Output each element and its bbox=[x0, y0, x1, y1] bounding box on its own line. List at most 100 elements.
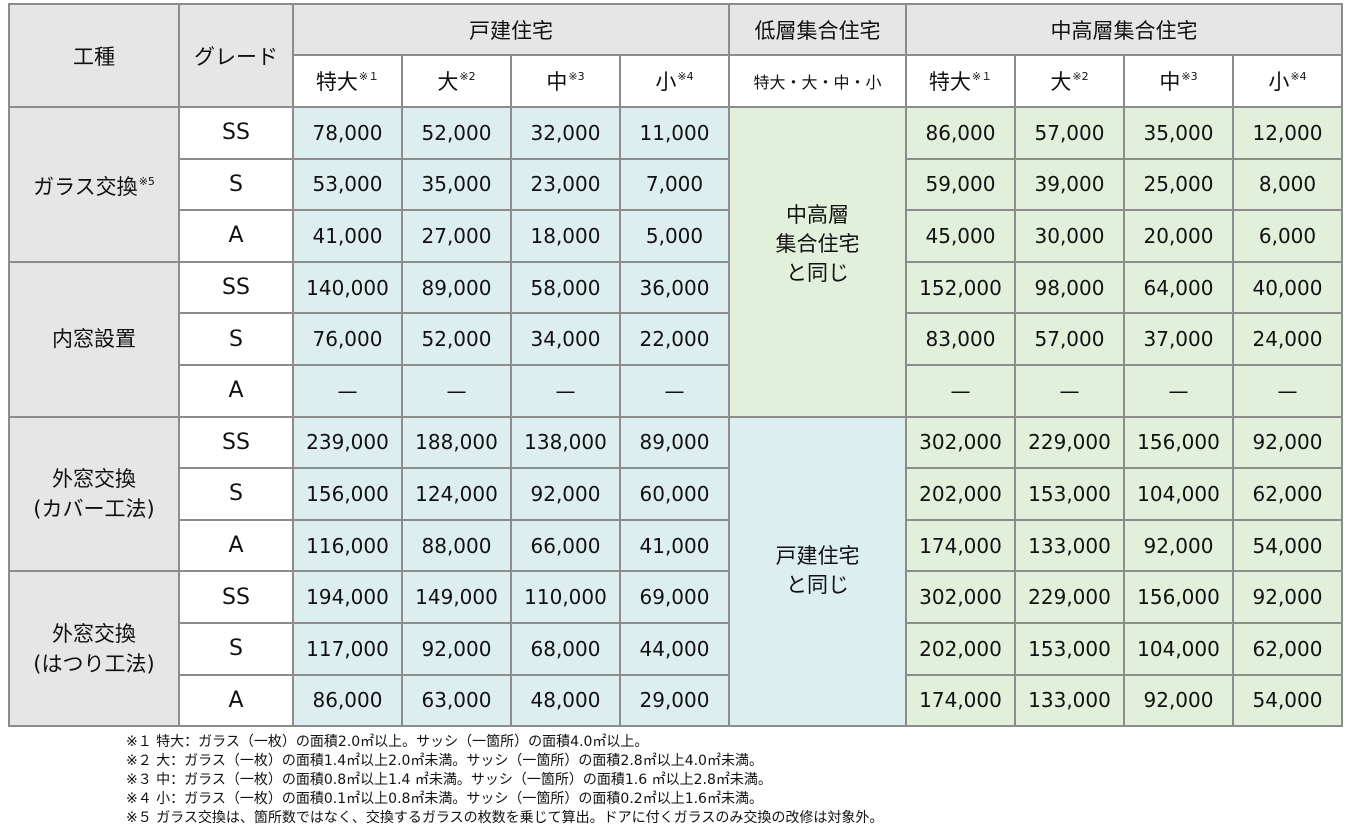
low-rise-same-as-detached: 戸建住宅 と同じ bbox=[728, 415, 907, 728]
detached-price-cell: 22,000 bbox=[619, 312, 730, 366]
mid-high-price-cell: 104,000 bbox=[1123, 621, 1234, 676]
table-row: S 156,000 124,000 92,000 60,000 202,000 … bbox=[9, 467, 1343, 521]
grade-cell: S bbox=[178, 467, 294, 521]
low-rise-same-as-mid-high: 中高層 集合住宅 と同じ bbox=[728, 106, 907, 418]
mid-high-price-cell: 152,000 bbox=[905, 260, 1016, 315]
detached-price-cell: 86,000 bbox=[292, 673, 403, 728]
table-row: S 76,000 52,000 34,000 22,000 83,000 57,… bbox=[9, 312, 1343, 366]
detached-price-cell: 41,000 bbox=[619, 518, 730, 573]
detached-price-cell: 124,000 bbox=[401, 467, 512, 521]
grade-cell: SS bbox=[178, 415, 294, 470]
grade-cell: S bbox=[178, 157, 294, 212]
detached-price-cell: 52,000 bbox=[401, 312, 512, 366]
mid-high-price-cell: 92,000 bbox=[1123, 673, 1234, 728]
price-table-container: 工種 グレード 戸建住宅 低層集合住宅 中高層集合住宅 特大※１ 大※2 中※3… bbox=[8, 3, 1343, 828]
mid-high-price-cell: 202,000 bbox=[905, 467, 1016, 521]
mid-high-price-cell: 20,000 bbox=[1123, 209, 1234, 263]
mid-high-price-cell: — bbox=[905, 363, 1016, 418]
mid-high-price-cell: 30,000 bbox=[1014, 209, 1125, 263]
detached-price-cell: 116,000 bbox=[292, 518, 403, 573]
detached-price-cell: 7,000 bbox=[619, 157, 730, 212]
subsidy-price-table: 工種 グレード 戸建住宅 低層集合住宅 中高層集合住宅 特大※１ 大※2 中※3… bbox=[8, 3, 1343, 728]
grade-cell: A bbox=[178, 673, 294, 728]
grade-cell: A bbox=[178, 518, 294, 573]
mid-high-price-cell: 64,000 bbox=[1123, 260, 1234, 315]
size-header-m: 中※3 bbox=[510, 54, 621, 108]
detached-price-cell: 44,000 bbox=[619, 621, 730, 676]
mid-high-price-cell: 83,000 bbox=[905, 312, 1016, 366]
detached-price-cell: 32,000 bbox=[510, 106, 621, 160]
mid-high-rise-header: 中高層集合住宅 bbox=[905, 3, 1343, 56]
table-row: ガラス交換※5 SS 78,000 52,000 32,000 11,000 中… bbox=[8, 106, 1343, 418]
footnote-4: ※４ 小：ガラス（一枚）の面積0.1㎡以上0.8㎡未満。サッシ（一箇所）の面積0… bbox=[126, 791, 763, 808]
footnotes: ※１ 特大：ガラス（一枚）の面積2.0㎡以上。サッシ（一箇所）の面積4.0㎡以上… bbox=[126, 733, 1343, 828]
detached-price-cell: 66,000 bbox=[510, 518, 621, 573]
detached-price-cell: 239,000 bbox=[292, 415, 403, 470]
mid-high-price-cell: 153,000 bbox=[1014, 467, 1125, 521]
detached-price-cell: 23,000 bbox=[510, 157, 621, 212]
mid-high-price-cell: 6,000 bbox=[1232, 209, 1343, 263]
mid-high-price-cell: — bbox=[1232, 363, 1343, 418]
mid-high-price-cell: 54,000 bbox=[1232, 518, 1343, 573]
work-type-header: 工種 bbox=[8, 3, 180, 108]
mid-high-price-cell: 133,000 bbox=[1014, 673, 1125, 728]
detached-price-cell: 36,000 bbox=[619, 260, 730, 315]
detached-price-cell: 194,000 bbox=[292, 570, 403, 624]
mid-high-price-cell: 39,000 bbox=[1014, 157, 1125, 212]
mid-high-price-cell: 302,000 bbox=[905, 415, 1016, 470]
size-header-s: 小※4 bbox=[619, 54, 730, 108]
detached-price-cell: 92,000 bbox=[510, 467, 621, 521]
mid-high-price-cell: 59,000 bbox=[905, 157, 1016, 212]
footnote-5: ※５ ガラス交換は、箇所数ではなく、交換するガラスの枚数を乗じて算出。ドアに付く… bbox=[126, 810, 884, 827]
mid-high-price-cell: 92,000 bbox=[1123, 518, 1234, 573]
mid-high-price-cell: 37,000 bbox=[1123, 312, 1234, 366]
mid-high-price-cell: 45,000 bbox=[905, 209, 1016, 263]
detached-price-cell: 35,000 bbox=[401, 157, 512, 212]
grade-cell: S bbox=[178, 312, 294, 366]
mid-high-price-cell: 104,000 bbox=[1123, 467, 1234, 521]
detached-price-cell: 156,000 bbox=[292, 467, 403, 521]
size-header-l: 大※2 bbox=[401, 54, 512, 108]
work-type-outer-window-chipping: 外窓交換 (はつり工法) bbox=[8, 570, 180, 728]
mid-high-price-cell: 229,000 bbox=[1014, 570, 1125, 624]
table-row: S 53,000 35,000 23,000 7,000 59,000 39,0… bbox=[9, 157, 1343, 212]
detached-price-cell: 140,000 bbox=[292, 260, 403, 315]
mid-high-price-cell: 229,000 bbox=[1014, 415, 1125, 470]
mid-high-price-cell: 86,000 bbox=[905, 106, 1016, 160]
grade-cell: SS bbox=[178, 106, 294, 160]
mid-high-price-cell: 92,000 bbox=[1232, 570, 1343, 624]
detached-price-cell: 88,000 bbox=[401, 518, 512, 573]
footnote-3: ※３ 中：ガラス（一枚）の面積0.8㎡以上1.4 ㎡未満。サッシ（一箇所）の面積… bbox=[126, 772, 772, 789]
detached-price-cell: 149,000 bbox=[401, 570, 512, 624]
mid-high-price-cell: 156,000 bbox=[1123, 415, 1234, 470]
detached-price-cell: 110,000 bbox=[510, 570, 621, 624]
detached-price-cell: 89,000 bbox=[619, 415, 730, 470]
detached-price-cell: 29,000 bbox=[619, 673, 730, 728]
detached-price-cell: 5,000 bbox=[619, 209, 730, 263]
table-row: 外窓交換 (カバー工法) SS 239,000 188,000 138,000 … bbox=[8, 415, 1343, 728]
grade-header: グレード bbox=[178, 3, 294, 108]
detached-price-cell: — bbox=[292, 363, 403, 418]
table-row: A 41,000 27,000 18,000 5,000 45,000 30,0… bbox=[9, 209, 1343, 263]
mid-high-price-cell: 156,000 bbox=[1123, 570, 1234, 624]
detached-price-cell: 89,000 bbox=[401, 260, 512, 315]
detached-price-cell: 27,000 bbox=[401, 209, 512, 263]
detached-header: 戸建住宅 bbox=[292, 3, 730, 56]
mid-high-price-cell: 98,000 bbox=[1014, 260, 1125, 315]
table-row: S 117,000 92,000 68,000 44,000 202,000 1… bbox=[9, 621, 1343, 676]
size-header-xl: 特大※１ bbox=[905, 54, 1016, 108]
detached-price-cell: 117,000 bbox=[292, 621, 403, 676]
table-row: A — — — — — — — — bbox=[9, 363, 1343, 418]
detached-price-cell: 60,000 bbox=[619, 467, 730, 521]
detached-price-cell: 41,000 bbox=[292, 209, 403, 263]
detached-price-cell: 34,000 bbox=[510, 312, 621, 366]
grade-cell: SS bbox=[178, 570, 294, 624]
mid-high-price-cell: 92,000 bbox=[1232, 415, 1343, 470]
grade-cell: A bbox=[178, 209, 294, 263]
mid-high-price-cell: 62,000 bbox=[1232, 621, 1343, 676]
detached-price-cell: — bbox=[401, 363, 512, 418]
mid-high-price-cell: 12,000 bbox=[1232, 106, 1343, 160]
footnote-1: ※１ 特大：ガラス（一枚）の面積2.0㎡以上。サッシ（一箇所）の面積4.0㎡以上… bbox=[126, 734, 649, 751]
mid-high-price-cell: — bbox=[1123, 363, 1234, 418]
mid-high-price-cell: 174,000 bbox=[905, 518, 1016, 573]
